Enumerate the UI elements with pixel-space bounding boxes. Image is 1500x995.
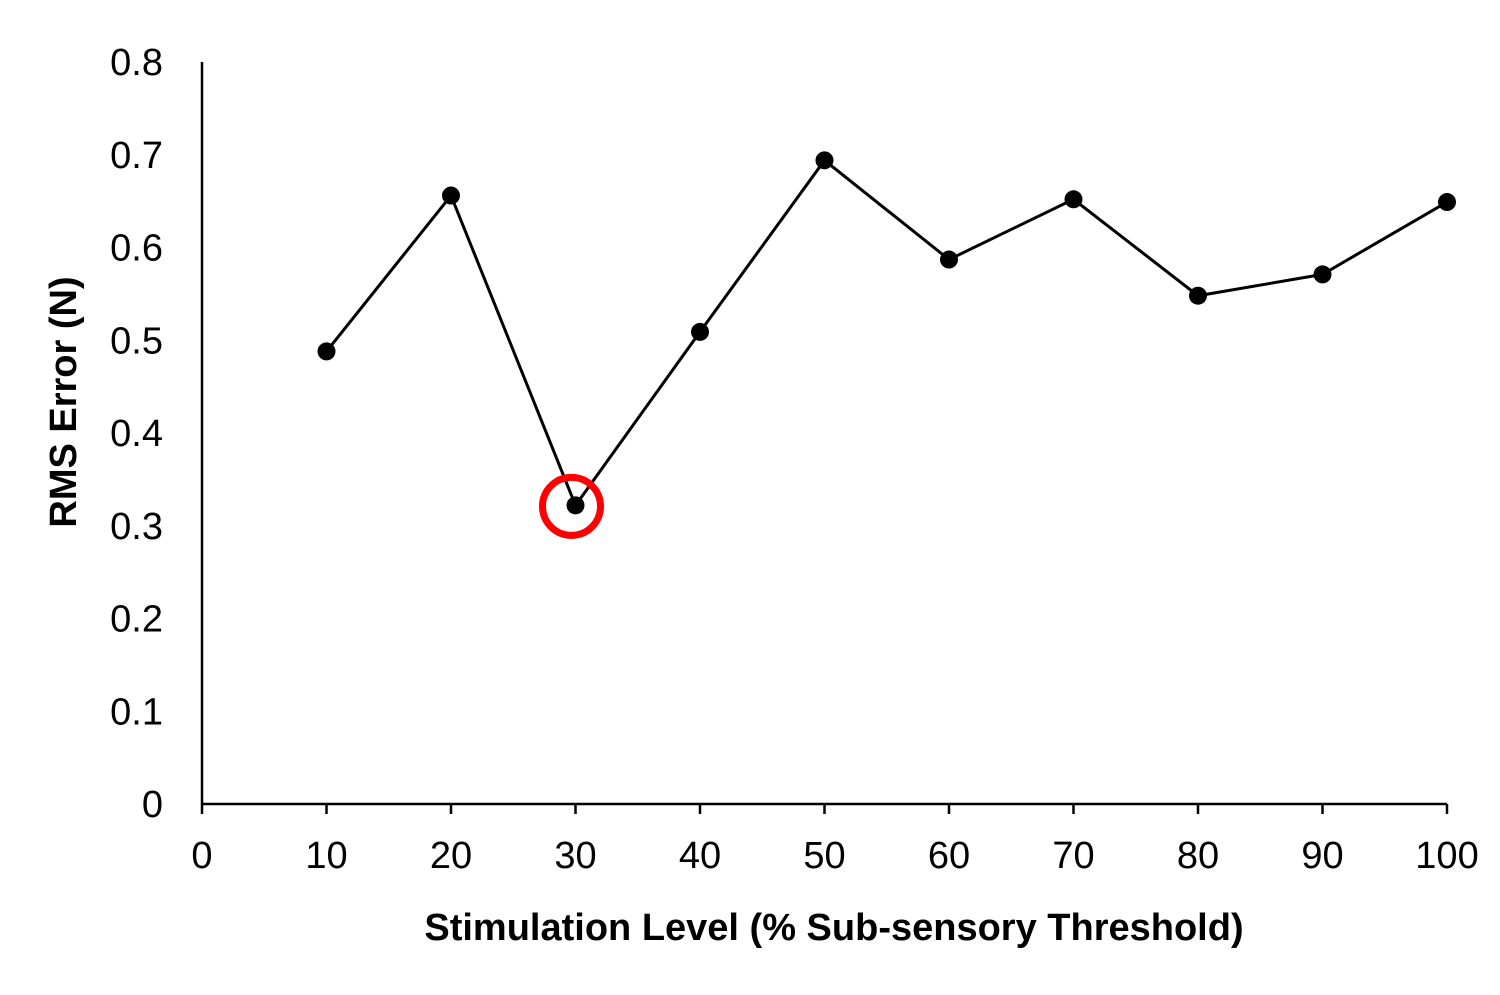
y-tick-label: 0.7 bbox=[110, 135, 163, 177]
x-tick-label: 70 bbox=[1052, 835, 1094, 877]
x-axis-title: Stimulation Level (% Sub-sensory Thresho… bbox=[424, 907, 1243, 949]
y-tick-label: 0.5 bbox=[110, 320, 163, 362]
x-tick-label: 50 bbox=[803, 835, 845, 877]
x-tick-label: 90 bbox=[1301, 835, 1343, 877]
data-point bbox=[940, 250, 958, 269]
highlight-circle bbox=[539, 473, 604, 539]
y-tick-label: 0.1 bbox=[110, 691, 163, 733]
x-tick-label: 80 bbox=[1177, 835, 1219, 877]
series bbox=[317, 151, 1456, 515]
y-tick-label: 0.6 bbox=[110, 228, 163, 270]
data-point bbox=[1064, 190, 1083, 209]
y-tick-label: 0.8 bbox=[110, 42, 163, 84]
y-axis-title: RMS Error (N) bbox=[43, 276, 85, 527]
y-tick-label: 0.3 bbox=[110, 506, 163, 548]
series-line bbox=[325, 158, 1448, 509]
x-tick-label: 10 bbox=[305, 835, 347, 877]
data-point bbox=[815, 151, 834, 170]
x-tick-label: 0 bbox=[191, 835, 212, 877]
y-tick-label: 0.4 bbox=[110, 413, 163, 455]
x-tick-label: 100 bbox=[1415, 835, 1478, 877]
tick-labels: 0 10 20 30 40 50 60 70 80 90 100 0 0.1 0.2 0.3 0.4 0.5 0.… bbox=[110, 42, 1479, 877]
data-point bbox=[442, 186, 460, 205]
data-point bbox=[566, 496, 585, 515]
axes bbox=[200, 62, 1449, 814]
x-tick-label: 40 bbox=[679, 835, 721, 877]
data-point bbox=[1189, 286, 1207, 305]
y-tick-label: 0.2 bbox=[110, 599, 163, 641]
y-tick-label: 0 bbox=[142, 784, 163, 826]
data-point bbox=[1313, 265, 1332, 284]
annotations bbox=[539, 473, 604, 539]
x-tick-label: 20 bbox=[430, 835, 472, 877]
x-tick-label: 30 bbox=[554, 835, 596, 877]
data-point bbox=[1438, 193, 1456, 212]
data-point bbox=[317, 342, 336, 361]
x-tick-label: 60 bbox=[928, 835, 970, 877]
data-point bbox=[691, 322, 709, 341]
